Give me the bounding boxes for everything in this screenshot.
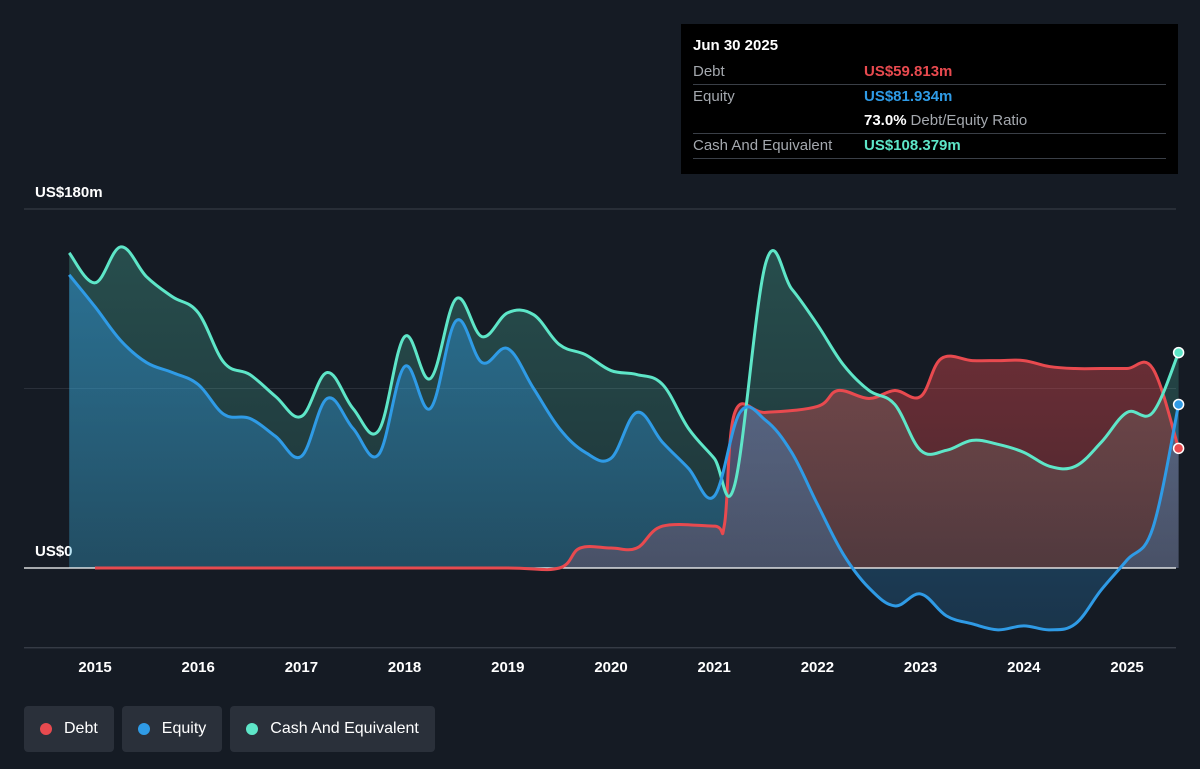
tooltip-row-equity: Equity US$81.934m (693, 84, 1166, 109)
tooltip-ratio-suffix: Debt/Equity Ratio (910, 112, 1028, 129)
tooltip-ratio-label (693, 109, 864, 133)
legend-cash-label: Cash And Equivalent (270, 720, 419, 737)
x-tick-label-2015: 2015 (78, 659, 111, 676)
line-equity (68, 273, 1181, 632)
line-cash (67, 245, 1180, 498)
line-debt (95, 354, 1181, 572)
end-point-debt (1172, 442, 1185, 455)
tooltip-equity-label: Equity (693, 88, 735, 105)
tooltip: Jun 30 2025 Debt US$59.813m Equity US$81… (681, 24, 1178, 174)
legend-equity-label: Equity (161, 720, 207, 737)
tooltip-date: Jun 30 2025 (693, 37, 779, 54)
x-tick-label-2018: 2018 (388, 659, 421, 676)
tooltip-row-ratio: 73.0% Debt/Equity Ratio (693, 109, 1166, 133)
tooltip-cash-value: US$108.379m (864, 137, 961, 154)
x-tick-label-2023: 2023 (904, 659, 937, 676)
x-tick-label-2020: 2020 (594, 659, 627, 676)
x-tick-label-2019: 2019 (491, 659, 524, 676)
tooltip-ratio-value: 73.0% (864, 112, 907, 129)
legend-item-equity[interactable]: Equity (121, 706, 223, 752)
y-tick-label-1: US$0 (35, 543, 73, 560)
tooltip-row-cash: Cash And Equivalent US$108.379m (693, 133, 1166, 159)
legend-item-debt[interactable]: Debt (24, 706, 114, 752)
tooltip-cash-label: Cash And Equivalent (693, 137, 833, 154)
chart: US$180mUS$0-US$40m2015201620172018201920… (24, 184, 1185, 676)
tooltip-row-debt: Debt US$59.813m (693, 60, 1166, 84)
legend-equity-dot (137, 723, 150, 735)
y-tick-label-0: US$180m (35, 184, 103, 201)
x-tick-label-2016: 2016 (182, 659, 215, 676)
legend-debt-dot (40, 723, 52, 735)
x-tick-label-2022: 2022 (801, 659, 834, 676)
x-tick-label-2017: 2017 (285, 659, 318, 676)
x-tick-label-2024: 2024 (1007, 659, 1041, 676)
x-tick-label-2021: 2021 (698, 659, 731, 676)
legend-item-cash[interactable]: Cash And Equivalent (230, 706, 435, 752)
end-point-cash (1172, 346, 1185, 359)
tooltip-debt-value: US$59.813m (864, 63, 953, 80)
tooltip-equity-value: US$81.934m (864, 88, 953, 105)
legend-cash-dot (246, 723, 259, 735)
end-point-equity (1172, 398, 1185, 411)
area-debt (95, 356, 1179, 570)
area-equity (69, 274, 1179, 630)
legend-debt-label: Debt (64, 720, 98, 737)
legend: Debt Equity Cash And Equivalent (24, 706, 435, 752)
tooltip-debt-label: Debt (693, 63, 725, 80)
x-tick-label-2025: 2025 (1110, 659, 1143, 676)
